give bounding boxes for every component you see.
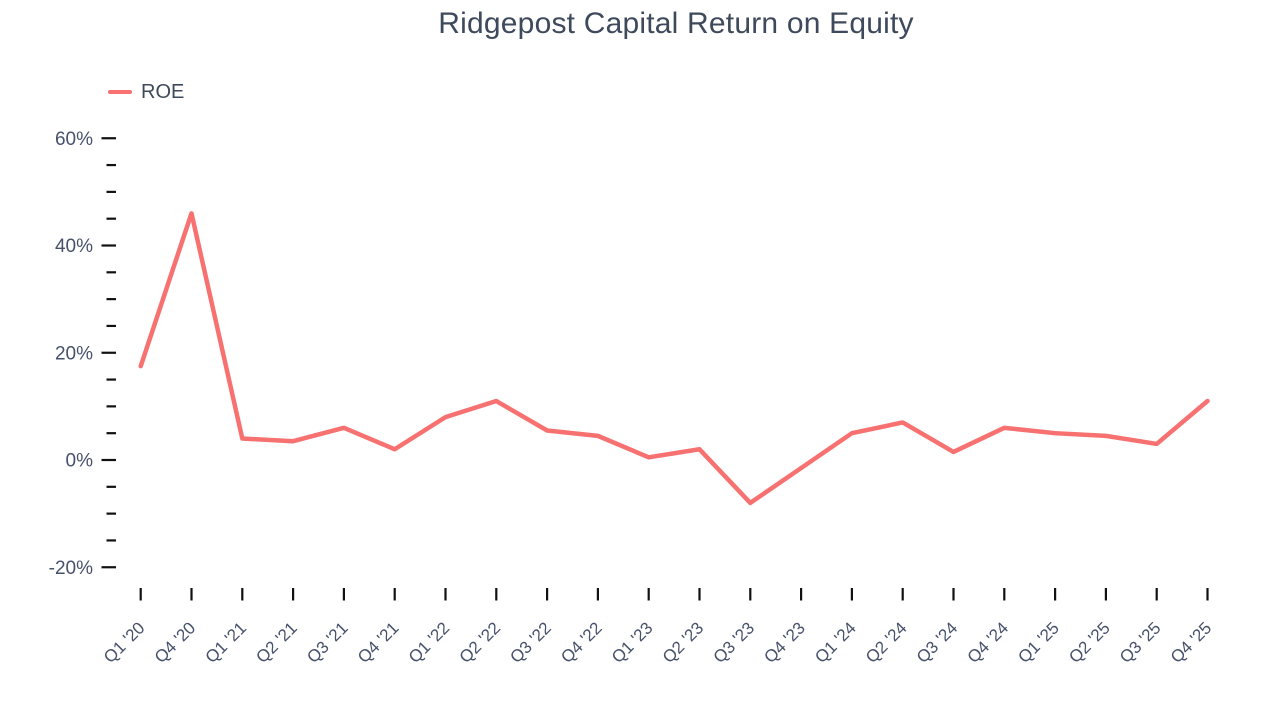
x-axis-tick-label: Q3 '25 xyxy=(1116,618,1164,666)
x-axis-tick-label: Q1 '24 xyxy=(811,618,859,666)
x-axis-tick-label: Q4 '22 xyxy=(557,618,605,666)
x-axis-tick-label: Q4 '23 xyxy=(760,618,808,666)
x-axis-tick-label: Q3 '24 xyxy=(913,618,961,666)
x-axis-tick-label: Q3 '22 xyxy=(506,618,554,666)
x-axis-tick-label: Q4 '25 xyxy=(1167,618,1215,666)
chart-title: Ridgepost Capital Return on Equity xyxy=(438,7,914,40)
y-axis-tick-label: 40% xyxy=(55,236,93,257)
legend-label: ROE xyxy=(141,81,185,103)
x-axis-tick-label: Q2 '21 xyxy=(252,618,300,666)
x-axis-tick-label: Q1 '21 xyxy=(202,618,250,666)
y-axis-tick-label: 0% xyxy=(66,451,94,472)
x-axis-tick-label: Q1 '22 xyxy=(405,618,453,666)
x-axis-tick-label: Q1 '25 xyxy=(1014,618,1062,666)
x-axis-tick-label: Q2 '23 xyxy=(659,618,707,666)
x-axis-tick-label: Q3 '21 xyxy=(303,618,351,666)
legend-item-roe[interactable]: ROE xyxy=(108,82,184,102)
x-axis-tick-label: Q1 '23 xyxy=(608,618,656,666)
x-axis-tick-label: Q4 '20 xyxy=(151,618,199,666)
legend-line-swatch-icon xyxy=(108,89,132,95)
x-axis-tick-label: Q2 '22 xyxy=(456,618,504,666)
x-axis-tick-label: Q1 '20 xyxy=(100,618,148,666)
roe-line[interactable] xyxy=(138,211,1210,506)
x-axis-tick-label: Q2 '25 xyxy=(1065,618,1113,666)
y-axis-tick-label: 60% xyxy=(55,129,93,150)
x-axis-tick-label: Q2 '24 xyxy=(862,618,910,666)
y-axis-tick-label: -20% xyxy=(49,558,93,579)
x-axis-tick-label: Q3 '23 xyxy=(710,618,758,666)
x-axis-tick-label: Q4 '24 xyxy=(964,618,1012,666)
x-axis-tick-label: Q4 '21 xyxy=(354,618,402,666)
y-axis-tick-label: 20% xyxy=(55,343,93,364)
